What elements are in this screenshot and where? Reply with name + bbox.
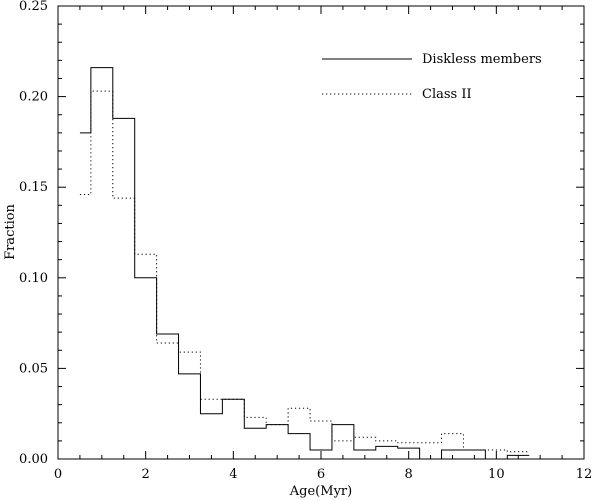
y-tick-label: 0.10 [19, 271, 48, 286]
series-line-0 [79, 67, 530, 460]
x-tick-label: 0 [54, 467, 62, 482]
y-tick-label: 0.20 [19, 90, 48, 105]
x-axis-label: Age(Myr) [289, 484, 352, 499]
axis-ticks [57, 5, 585, 460]
series-group [79, 67, 530, 460]
legend-label: Diskless members [422, 52, 542, 67]
x-tick-label: 6 [317, 467, 325, 482]
series-line-1 [79, 90, 530, 453]
x-tick-labels: 0 2 4 6 8 10 12 [54, 467, 592, 482]
x-tick-label: 10 [488, 467, 505, 482]
plot-frame [57, 5, 585, 460]
y-axis-label: Fraction [3, 203, 18, 259]
x-tick-label: 12 [576, 467, 593, 482]
y-tick-label: 0.05 [19, 361, 48, 376]
y-tick-labels: 0.00 0.05 0.10 0.15 0.20 0.25 [19, 0, 48, 467]
legend: Diskless members Class II [322, 52, 542, 102]
x-tick-label: 8 [405, 467, 413, 482]
x-tick-label: 2 [142, 467, 150, 482]
x-tick-label: 4 [229, 467, 237, 482]
y-tick-label: 0.15 [19, 180, 48, 195]
legend-label: Class II [422, 87, 472, 102]
y-tick-label: 0.25 [19, 0, 48, 14]
y-tick-label: 0.00 [19, 452, 48, 467]
